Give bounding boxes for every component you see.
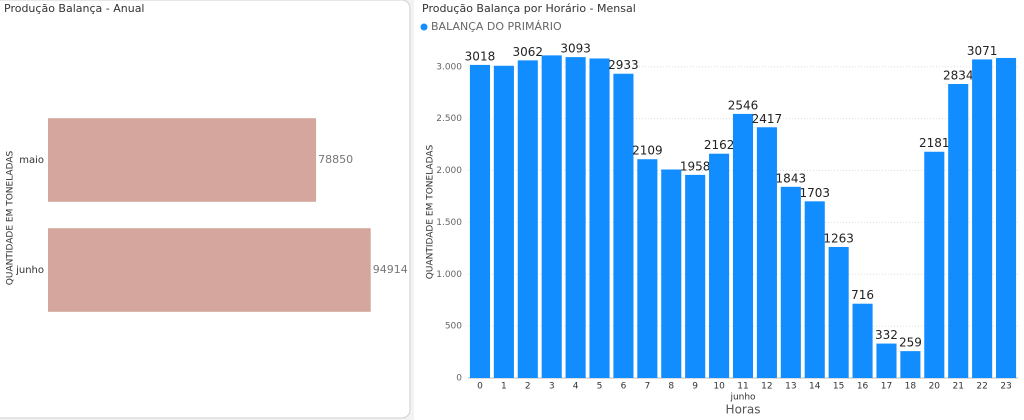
x-tick-label: 8 bbox=[668, 382, 674, 392]
bar bbox=[756, 127, 777, 378]
bar bbox=[589, 58, 610, 378]
bar bbox=[900, 351, 921, 378]
x-tick-label: 12 bbox=[761, 382, 772, 392]
x-tick-label: 0 bbox=[477, 382, 483, 392]
bar bbox=[996, 57, 1017, 379]
category-label: maio bbox=[19, 155, 44, 166]
x-tick-label: 2 bbox=[525, 382, 531, 392]
data-label: 2162 bbox=[704, 138, 735, 152]
data-label: 1263 bbox=[823, 231, 854, 245]
data-label: 3093 bbox=[560, 42, 591, 56]
bar bbox=[732, 113, 754, 379]
data-label: 1703 bbox=[799, 186, 830, 200]
bar bbox=[828, 246, 849, 378]
category-label: junho bbox=[15, 265, 44, 276]
data-label: 3018 bbox=[465, 49, 496, 63]
bar bbox=[48, 228, 371, 312]
bar bbox=[661, 169, 682, 378]
y-tick-label: 500 bbox=[445, 322, 462, 332]
x-tick-label: 16 bbox=[857, 382, 869, 392]
y-axis-label: QUANTIDADE EM TONELADAS bbox=[6, 150, 16, 285]
x-tick-label: 17 bbox=[881, 382, 892, 392]
x-tick-label: 7 bbox=[644, 382, 650, 392]
data-label: 2181 bbox=[919, 136, 950, 150]
x-tick-label: 1 bbox=[501, 382, 507, 392]
legend-label: BALANÇA DO PRIMÁRIO bbox=[431, 20, 562, 33]
bar bbox=[948, 84, 969, 378]
x-tick-label: 6 bbox=[621, 382, 627, 392]
y-tick-label: 2.000 bbox=[436, 166, 462, 176]
x-tick-label: 21 bbox=[952, 382, 963, 392]
data-label: 1958 bbox=[680, 159, 711, 173]
bar bbox=[517, 60, 538, 378]
y-axis-label: QUANTIDADE EM TONELADAS bbox=[426, 144, 436, 279]
bar bbox=[972, 59, 993, 379]
x-tick-label: 11 bbox=[737, 382, 748, 392]
data-label: 2546 bbox=[728, 98, 759, 112]
bar bbox=[804, 201, 825, 378]
x-tick-label: 15 bbox=[833, 382, 844, 392]
x-tick-label: 10 bbox=[713, 382, 725, 392]
x-tick-label: 4 bbox=[573, 382, 579, 392]
bar bbox=[685, 174, 706, 378]
chart-title: Produção Balança - Anual bbox=[4, 2, 145, 15]
chart-title: Produção Balança por Horário - Mensal bbox=[422, 2, 636, 15]
data-label: 94914 bbox=[373, 263, 408, 276]
data-label: 332 bbox=[875, 328, 898, 342]
bar bbox=[613, 73, 634, 379]
x-axis-label: Horas bbox=[726, 403, 761, 417]
x-tick-label: 18 bbox=[905, 382, 917, 392]
data-label: 2834 bbox=[943, 69, 974, 83]
x-tick-label: 23 bbox=[1000, 382, 1011, 392]
x-tick-label: 9 bbox=[692, 382, 698, 392]
y-tick-label: 3.000 bbox=[436, 62, 462, 72]
data-label: 259 bbox=[899, 336, 922, 350]
x-tick-label: 22 bbox=[976, 382, 987, 392]
bar bbox=[780, 186, 801, 378]
x-tick-label: 20 bbox=[929, 382, 941, 392]
bar bbox=[469, 64, 490, 378]
y-tick-label: 1.500 bbox=[436, 218, 462, 228]
bar bbox=[924, 151, 945, 378]
x-tick-label: 3 bbox=[549, 382, 555, 392]
bar bbox=[565, 57, 586, 378]
bar bbox=[541, 55, 562, 378]
y-tick-label: 2.500 bbox=[436, 114, 462, 124]
legend-marker bbox=[420, 23, 428, 31]
data-label: 3071 bbox=[967, 44, 998, 58]
x-group-label: junho bbox=[729, 393, 756, 403]
data-label: 2417 bbox=[752, 112, 783, 126]
x-tick-label: 14 bbox=[809, 382, 821, 392]
bar bbox=[852, 303, 873, 378]
left-panel bbox=[0, 0, 411, 419]
x-tick-label: 13 bbox=[785, 382, 796, 392]
data-label: 2109 bbox=[632, 144, 663, 158]
data-label: 1843 bbox=[776, 171, 807, 185]
bar bbox=[493, 65, 514, 378]
data-label: 716 bbox=[851, 288, 874, 302]
bar bbox=[48, 118, 317, 202]
y-tick-label: 1.000 bbox=[436, 270, 462, 280]
data-label: 78850 bbox=[318, 153, 353, 166]
bar bbox=[709, 153, 730, 378]
bar bbox=[637, 159, 658, 378]
data-label: 3062 bbox=[513, 45, 544, 59]
data-label: 2933 bbox=[608, 58, 639, 72]
x-tick-label: 5 bbox=[597, 382, 603, 392]
bar bbox=[876, 343, 897, 378]
y-tick-label: 0 bbox=[456, 374, 462, 384]
